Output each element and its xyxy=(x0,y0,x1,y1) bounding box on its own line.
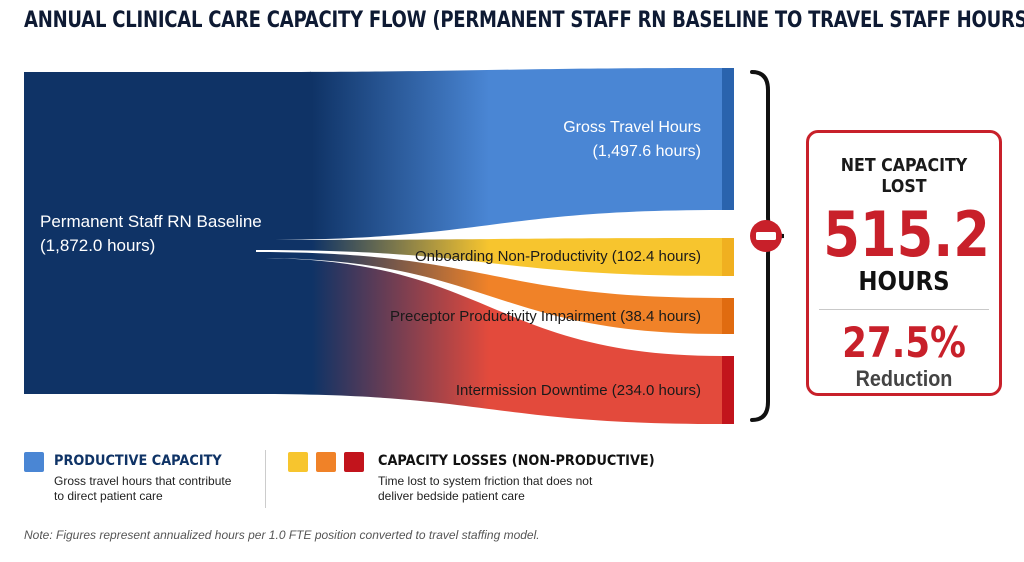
losses-legend-title: CAPACITY LOSSES (NON-PRODUCTIVE) xyxy=(378,453,655,469)
gross-travel-hours: (1,497.6 hours) xyxy=(592,143,701,160)
page-title: ANNUAL CLINICAL CARE CAPACITY FLOW (PERM… xyxy=(24,8,1024,33)
minus-icon xyxy=(750,220,782,252)
footnote: Note: Figures represent annualized hours… xyxy=(24,528,540,542)
flow-link-preceptor xyxy=(256,252,722,334)
net-capacity-value: 515.2 xyxy=(823,198,990,271)
source-name: Permanent Staff RN Baseline xyxy=(40,212,262,231)
net-capacity-unit: HOURS xyxy=(858,267,950,297)
flow-link-gross xyxy=(256,68,722,240)
productive-desc-line2: to direct patient care xyxy=(54,489,163,503)
net-capacity-percent-label: Reduction xyxy=(855,366,953,391)
preceptor-swatch xyxy=(316,452,336,472)
source-label: Permanent Staff RN Baseline (1,872.0 hou… xyxy=(40,210,262,258)
onboarding-swatch xyxy=(288,452,308,472)
productive-swatch xyxy=(24,452,44,472)
legend-separator xyxy=(265,450,266,508)
net-capacity-card: NET CAPACITY LOST 515.2 HOURS 27.5% Redu… xyxy=(806,130,1002,396)
gross-travel-label: Gross Travel Hours (1,497.6 hours) xyxy=(563,116,701,164)
losses-desc-line1: Time lost to system friction that does n… xyxy=(378,474,593,488)
preceptor-label: Preceptor Productivity Impairment (38.4 … xyxy=(390,308,701,325)
losses-desc-line2: deliver bedside patient care xyxy=(378,489,525,503)
productive-legend-desc: Gross travel hours that contribute to di… xyxy=(54,474,231,504)
productive-legend-title: PRODUCTIVE CAPACITY xyxy=(54,453,222,469)
net-capacity-percent: 27.5% xyxy=(842,318,966,367)
target-node-onboarding xyxy=(722,238,734,276)
brace-bracket xyxy=(750,70,785,422)
source-hours: (1,872.0 hours) xyxy=(40,236,156,255)
source-node xyxy=(24,72,256,394)
net-capacity-title: NET CAPACITY LOST xyxy=(840,155,968,197)
intermission-label: Intermission Downtime (234.0 hours) xyxy=(455,382,701,399)
onboarding-label: Onboarding Non-Productivity (102.4 hours… xyxy=(415,248,701,265)
productive-desc-line1: Gross travel hours that contribute xyxy=(54,474,232,488)
target-node-preceptor xyxy=(722,298,734,334)
intermission-swatch xyxy=(344,452,364,472)
losses-legend-desc: Time lost to system friction that does n… xyxy=(378,474,592,504)
gross-travel-name: Gross Travel Hours xyxy=(563,119,701,136)
target-node-gross xyxy=(722,68,734,210)
target-node-intermission xyxy=(722,356,734,424)
flow-link-intermission xyxy=(256,258,722,424)
flow-link-onboarding xyxy=(256,238,722,276)
net-capacity-divider xyxy=(819,309,989,310)
